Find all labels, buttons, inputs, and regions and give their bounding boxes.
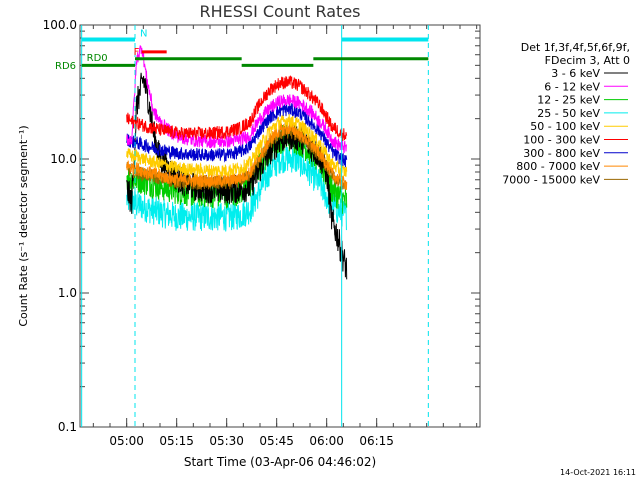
legend-entry-label: 50 - 100 keV bbox=[530, 120, 600, 133]
x-tick-label: 06:00 bbox=[309, 434, 344, 448]
n-marker-label: N bbox=[140, 28, 147, 39]
y-tick-label: 10.0 bbox=[50, 152, 77, 166]
x-tick-labels: 05:00 05:15 05:30 05:45 06:00 06:15 bbox=[109, 434, 394, 448]
x-tick-label: 05:00 bbox=[109, 434, 144, 448]
series-layer bbox=[126, 45, 348, 280]
series-line bbox=[126, 144, 348, 232]
red-flag-label: F bbox=[134, 47, 140, 58]
overlay-layer: FN RD0 RD6 bbox=[55, 25, 429, 427]
y-tick-label: 1.0 bbox=[58, 286, 77, 300]
legend-entry-label: 6 - 12 keV bbox=[544, 80, 600, 93]
legend-entry-label: 3 - 6 keV bbox=[551, 67, 600, 80]
x-axis-label: Start Time (03-Apr-06 04:46:02) bbox=[184, 455, 376, 469]
series-line bbox=[126, 122, 348, 191]
x-tick-label: 05:30 bbox=[209, 434, 244, 448]
legend-entry-label: 300 - 800 keV bbox=[523, 147, 600, 160]
legend-entry-label: 7000 - 15000 keV bbox=[502, 173, 600, 186]
y-axis-label: Count Rate (s⁻¹ detector segment⁻¹) bbox=[17, 125, 30, 326]
legend-entry-label: 800 - 7000 keV bbox=[516, 160, 600, 173]
legend-header-line-2: FDecim 3, Att 0 bbox=[545, 54, 630, 67]
series-line bbox=[126, 75, 348, 141]
legend-entry-label: 25 - 50 keV bbox=[537, 107, 600, 120]
x-tick-label: 06:15 bbox=[359, 434, 394, 448]
plot-frame bbox=[79, 24, 481, 428]
legend-header-line-1: Det 1f,3f,4f,5f,6f,9f, bbox=[521, 41, 630, 54]
y-tick-label: 0.1 bbox=[58, 420, 77, 434]
y-tick-label: 100.0 bbox=[43, 18, 77, 32]
legend-entry-label: 100 - 300 keV bbox=[523, 134, 600, 147]
x-tick-label: 05:45 bbox=[259, 434, 294, 448]
legend: Det 1f,3f,4f,5f,6f,9f, FDecim 3, Att 0 3… bbox=[502, 41, 630, 186]
y-tick-labels: 0.1 1.0 10.0 100.0 bbox=[43, 18, 77, 434]
series-line bbox=[126, 113, 348, 178]
green-flag-label: RD0 bbox=[87, 53, 108, 64]
footer-date: 14-Oct-2021 16:11 bbox=[560, 468, 636, 477]
chart-title: RHESSI Count Rates bbox=[200, 2, 361, 21]
x-tick-label: 05:15 bbox=[159, 434, 194, 448]
green-flag-label: RD6 bbox=[55, 61, 76, 72]
axis-ticks bbox=[80, 24, 480, 428]
series-line bbox=[126, 45, 347, 154]
legend-entry-label: 12 - 25 keV bbox=[537, 94, 600, 107]
series-line bbox=[126, 103, 348, 168]
series-line bbox=[126, 125, 348, 190]
